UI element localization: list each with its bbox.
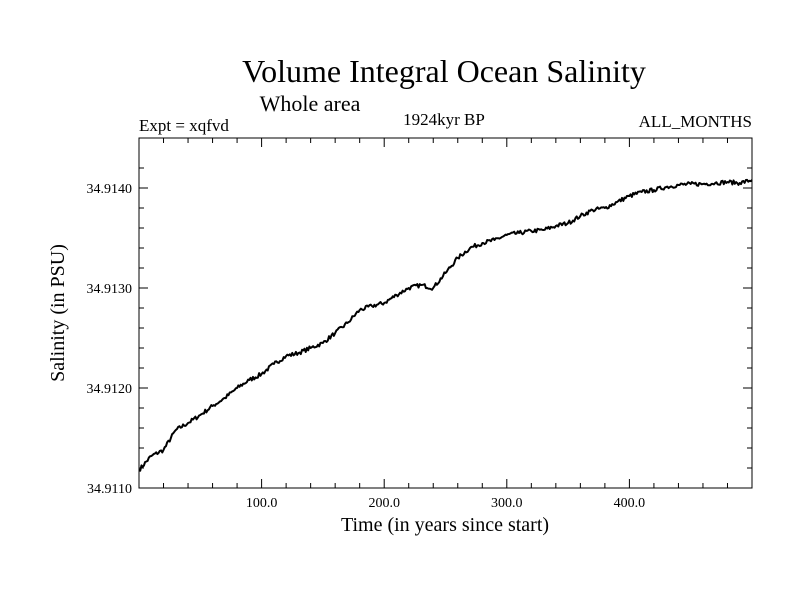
period-label: 1924kyr BP <box>403 110 485 129</box>
y-tick-labels: 34.9110 34.9120 34.9130 34.9140 <box>87 182 133 497</box>
y-tick-label: 34.9120 <box>87 382 133 397</box>
x-tick-labels: 100.0 200.0 300.0 400.0 <box>246 496 645 511</box>
x-axis-label: Time (in years since start) <box>341 514 549 536</box>
x-tick-label: 400.0 <box>614 496 646 511</box>
experiment-label: Expt = xqfvd <box>139 116 229 135</box>
salinity-series-line <box>138 178 753 472</box>
x-tick-label: 300.0 <box>491 496 523 511</box>
chart-subtitle: Whole area <box>260 91 361 116</box>
chart-title: Volume Integral Ocean Salinity <box>242 53 646 89</box>
y-axis-label: Salinity (in PSU) <box>47 244 69 382</box>
y-tick-label: 34.9130 <box>87 282 133 297</box>
tick-marks <box>139 138 752 488</box>
y-tick-label: 34.9110 <box>87 482 132 497</box>
x-tick-label: 200.0 <box>368 496 400 511</box>
x-tick-label: 100.0 <box>246 496 278 511</box>
months-label: ALL_MONTHS <box>639 112 752 131</box>
y-tick-label: 34.9140 <box>87 182 133 197</box>
plot-frame <box>138 137 753 489</box>
